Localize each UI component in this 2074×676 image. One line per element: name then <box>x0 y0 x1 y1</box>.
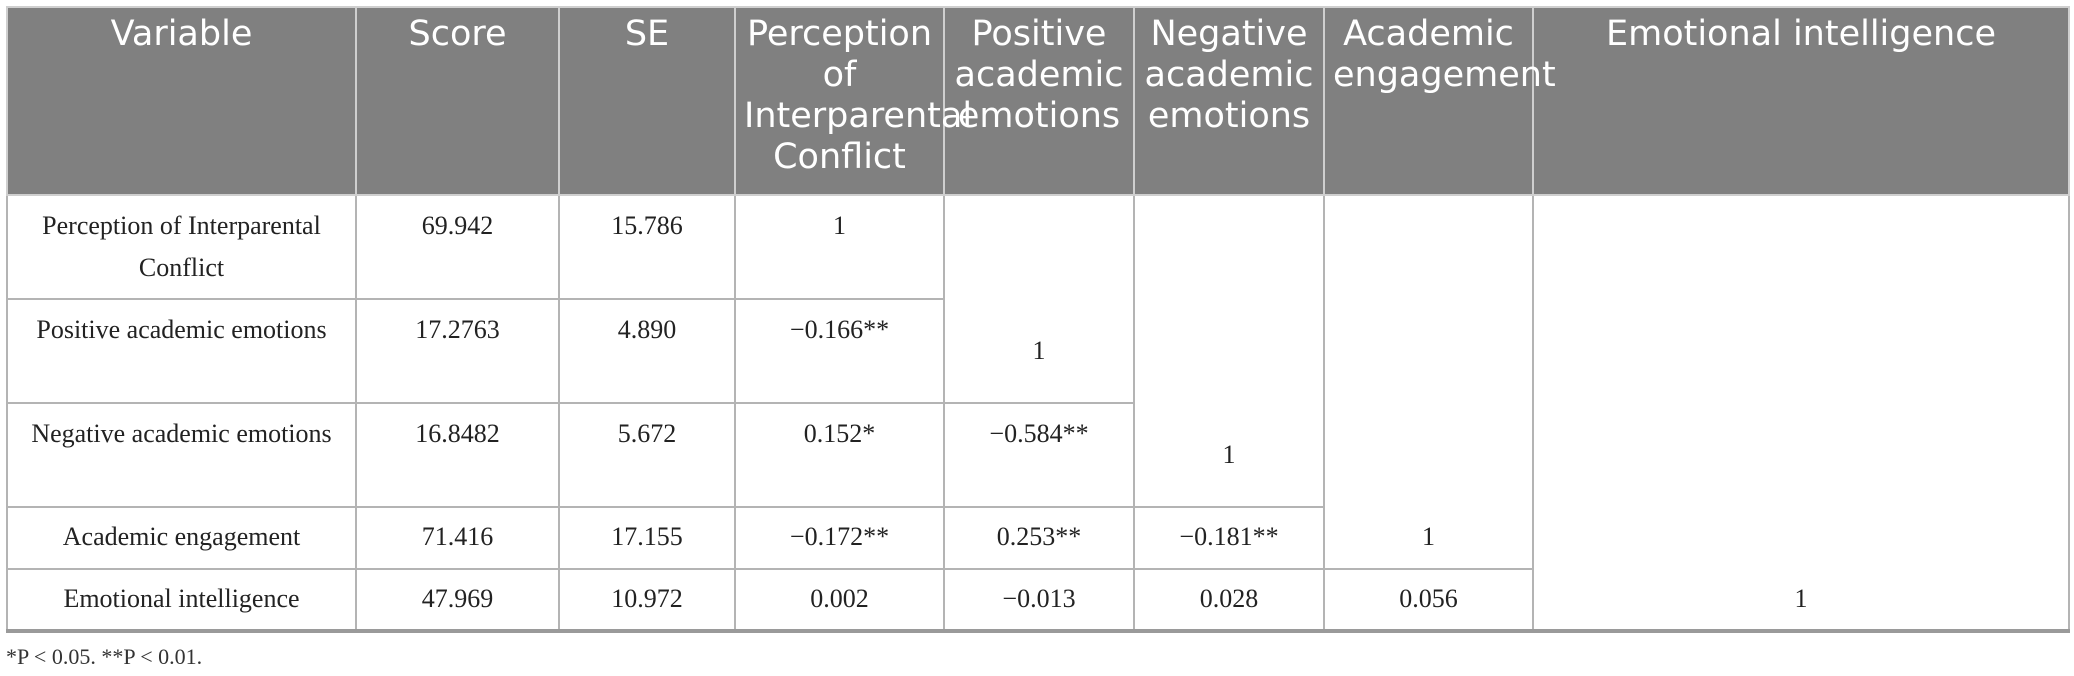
table-row: Positive academic emotions 17.2763 4.890… <box>6 298 2070 404</box>
corr-cell: 0.253** <box>943 506 1135 570</box>
row-se: 4.890 <box>558 298 736 404</box>
corr-cell: −0.584** <box>943 402 1135 508</box>
empty-cell <box>1133 299 1325 403</box>
row-se: 10.972 <box>558 568 736 632</box>
corr-cell: −0.166** <box>734 298 945 404</box>
table-footnote: *P < 0.05. **P < 0.01. <box>6 644 203 669</box>
empty-cell <box>1532 507 2070 569</box>
correlation-table: Variable Score SE Perception of Interpar… <box>6 6 2070 633</box>
row-variable: Positive academic emotions <box>6 298 357 404</box>
header-se: SE <box>558 6 736 196</box>
corr-cell: 0.152* <box>734 402 945 508</box>
empty-cell <box>1323 299 1534 403</box>
empty-cell <box>1532 403 2070 507</box>
empty-cell <box>1532 194 2070 299</box>
empty-cell <box>1133 194 1325 299</box>
empty-cell <box>1323 403 1534 507</box>
row-se: 15.786 <box>558 194 736 300</box>
row-score: 47.969 <box>355 568 560 632</box>
row-score: 17.2763 <box>355 298 560 404</box>
corr-cell: −0.013 <box>943 568 1135 632</box>
corr-cell: 0.028 <box>1133 568 1325 632</box>
row-se: 5.672 <box>558 402 736 508</box>
header-row: Variable Score SE Perception of Interpar… <box>6 6 2070 196</box>
empty-cell <box>1323 194 1534 299</box>
row-score: 71.416 <box>355 506 560 570</box>
row-score: 69.942 <box>355 194 560 300</box>
corr-cell: 0.056 <box>1323 568 1534 632</box>
corr-cell: 1 <box>1133 403 1325 508</box>
header-negative-emotions: Negative academic emotions <box>1133 6 1325 196</box>
row-score: 16.8482 <box>355 402 560 508</box>
corr-cell: 1 <box>1323 507 1534 570</box>
empty-cell <box>943 194 1135 299</box>
header-positive-emotions: Positive academic emotions <box>943 6 1135 196</box>
header-score: Score <box>355 6 560 196</box>
table-row: Academic engagement 71.416 17.155 −0.172… <box>6 506 2070 570</box>
table-row: Negative academic emotions 16.8482 5.672… <box>6 402 2070 508</box>
header-academic-engagement: Academic engagement <box>1323 6 1556 196</box>
header-variable: Variable <box>6 6 357 196</box>
header-emotional-intelligence: Emotional intelligence <box>1532 6 2070 196</box>
corr-cell: −0.172** <box>734 506 945 570</box>
corr-cell: 0.002 <box>734 568 945 632</box>
row-variable: Negative academic emotions <box>6 402 357 508</box>
table-row: Perception of Interparental Conflict 69.… <box>6 194 2070 300</box>
corr-cell: −0.181** <box>1133 506 1325 570</box>
table-row: Emotional intelligence 47.969 10.972 0.0… <box>6 568 2070 632</box>
correlation-table-container: Variable Score SE Perception of Interpar… <box>6 6 2070 633</box>
row-se: 17.155 <box>558 506 736 570</box>
row-variable: Emotional intelligence <box>6 568 357 632</box>
corr-cell: 1 <box>943 299 1135 404</box>
header-perception-conflict: Perception of Interparental Conflict <box>734 6 972 196</box>
row-variable: Perception of Interparental Conflict <box>6 194 357 300</box>
corr-cell: 1 <box>1532 569 2070 632</box>
empty-cell <box>1532 299 2070 403</box>
row-variable: Academic engagement <box>6 506 357 570</box>
corr-cell: 1 <box>734 194 945 300</box>
